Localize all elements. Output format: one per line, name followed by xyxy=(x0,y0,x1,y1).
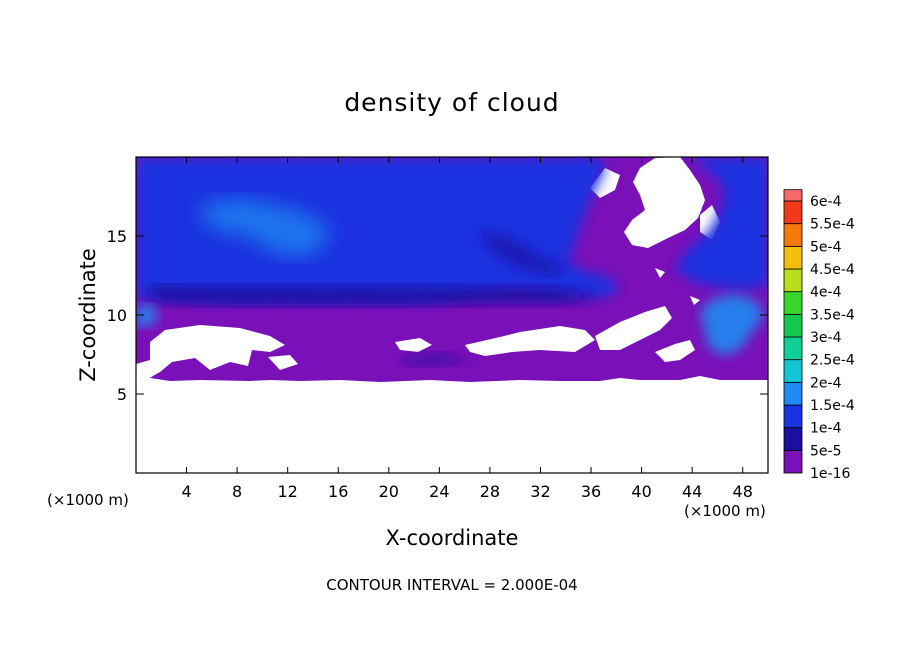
x-tick-label: 36 xyxy=(581,482,601,501)
x-tick-label: 20 xyxy=(379,482,399,501)
chart-title: density of cloud xyxy=(344,88,560,117)
x-tick-label: 28 xyxy=(480,482,500,501)
colorbar-swatch-top xyxy=(783,189,803,202)
x-unit-label-right: (×1000 m) xyxy=(684,502,766,520)
colorbar-label: 1.5e-4 xyxy=(810,398,855,414)
colorbar-swatch xyxy=(783,404,803,429)
x-axis-label: X-coordinate xyxy=(385,526,519,550)
colorbar: 1e-16 5e-5 1e-4 1.5e-4 2e-4 2.5e-4 3e-4 3.5e-4 4… xyxy=(783,189,855,482)
colorbar-swatch xyxy=(783,381,803,406)
right-upper-cloud xyxy=(675,157,768,290)
upper-cloud-body xyxy=(136,157,620,302)
x-tick-label: 4 xyxy=(181,482,191,501)
colorbar-label: 5e-5 xyxy=(810,443,841,459)
colorbar-swatch xyxy=(783,336,803,361)
x-tick-label: 8 xyxy=(232,482,242,501)
colorbar-label: 3.5e-4 xyxy=(810,307,855,323)
colorbar-swatch xyxy=(783,449,803,474)
contour-interval-note: CONTOUR INTERVAL = 2.000E-04 xyxy=(326,576,578,594)
x-unit-label-left: (×1000 m) xyxy=(47,491,129,509)
colorbar-label: 3e-4 xyxy=(810,330,842,346)
colorbar-label: 5e-4 xyxy=(810,239,842,255)
y-tick-label: 5 xyxy=(117,385,127,404)
y-tick-label: 15 xyxy=(107,227,127,246)
colorbar-label: 2e-4 xyxy=(810,375,842,391)
colorbar-label: 4e-4 xyxy=(810,285,842,301)
mid-dark-streak xyxy=(480,230,565,276)
colorbar-swatch xyxy=(783,427,803,451)
colorbar-label: 1e-16 xyxy=(810,466,850,482)
colorbar-label: 1e-4 xyxy=(810,421,842,437)
x-tick-label: 44 xyxy=(682,482,702,501)
colorbar-label: 5.5e-4 xyxy=(810,217,855,233)
x-tick-label: 24 xyxy=(429,482,449,501)
colorbar-swatch xyxy=(783,268,803,293)
right-lower-cloud xyxy=(700,294,765,356)
colorbar-swatch xyxy=(783,245,803,270)
y-axis-label: Z-coordinate xyxy=(76,248,100,382)
upper-cloud-base-band xyxy=(150,285,600,306)
x-axis: 4 8 12 16 20 24 28 32 36 40 44 48 xyxy=(181,157,753,501)
colorbar-label: 6e-4 xyxy=(810,194,842,210)
clear-air-gaps xyxy=(136,157,720,380)
colorbar-label: 4.5e-4 xyxy=(810,262,855,278)
y-axis: 5 10 15 xyxy=(107,227,768,404)
x-tick-label: 16 xyxy=(328,482,348,501)
left-small-cloud xyxy=(136,304,160,328)
colorbar-swatch xyxy=(783,223,803,247)
x-tick-label: 48 xyxy=(733,482,753,501)
upper-cloud-core xyxy=(200,198,330,258)
x-tick-label: 12 xyxy=(278,482,298,501)
cloud-density-field xyxy=(136,157,768,473)
lower-dark-band xyxy=(400,352,470,366)
x-tick-label: 40 xyxy=(631,482,651,501)
y-tick-label: 10 xyxy=(107,306,127,325)
x-tick-label: 32 xyxy=(530,482,550,501)
colorbar-swatch xyxy=(783,200,803,225)
colorbar-swatch xyxy=(783,291,803,315)
colorbar-swatch xyxy=(783,359,803,383)
colorbar-label: 2.5e-4 xyxy=(810,353,855,369)
colorbar-swatch xyxy=(783,313,803,338)
